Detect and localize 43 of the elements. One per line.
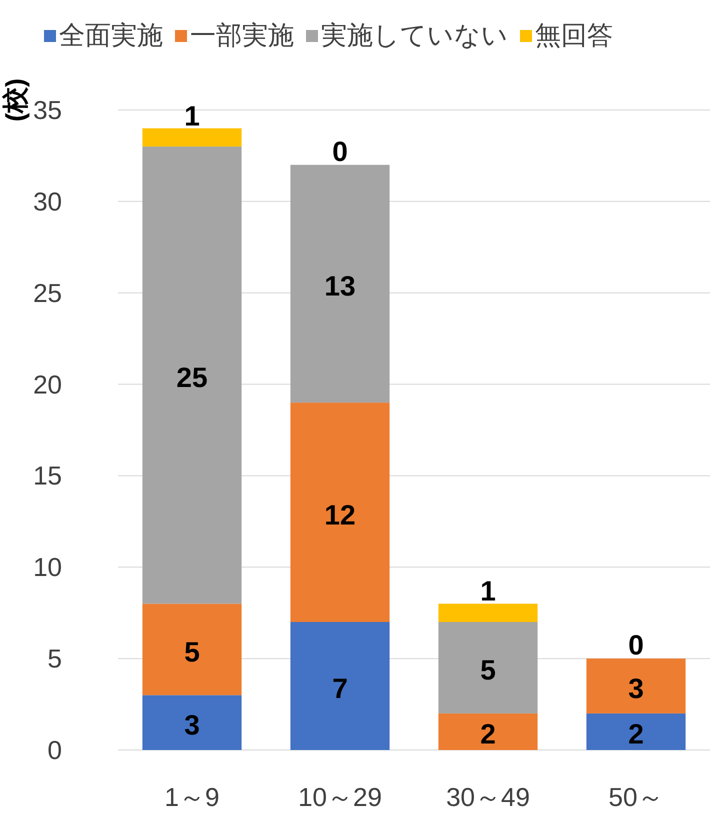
data-label: 7: [332, 673, 348, 704]
bar: [290, 402, 390, 622]
legend-label: 全面実施: [59, 20, 163, 50]
data-label: 1: [184, 100, 200, 132]
bar: [438, 604, 538, 622]
y-tick-label: 0: [48, 735, 62, 765]
bar: [290, 164, 390, 403]
data-label: 13: [324, 270, 356, 302]
data-label: 3: [628, 673, 644, 704]
bar: [586, 658, 686, 714]
y-axis-title: (校): [0, 78, 30, 122]
data-label: 0: [332, 136, 348, 167]
bar: [438, 622, 538, 714]
y-tick-label: 10: [33, 552, 62, 582]
data-label: 5: [184, 636, 200, 668]
bar: [586, 713, 686, 750]
data-label: 3: [184, 710, 200, 741]
x-tick-label: 10～29: [298, 782, 382, 812]
legend-label: 実施していない: [321, 20, 508, 50]
x-tick-label: 1～9: [164, 782, 220, 812]
bar: [142, 128, 242, 147]
data-label: 5: [480, 654, 496, 686]
bar: [142, 604, 242, 696]
bar: [142, 146, 242, 604]
y-tick-label: 35: [33, 95, 62, 125]
y-tick-label: 5: [48, 644, 62, 674]
data-label: 1: [480, 576, 496, 607]
data-label: 2: [628, 718, 644, 750]
y-tick-label: 15: [33, 460, 62, 491]
bar: [438, 713, 538, 750]
data-label: 2: [480, 718, 496, 750]
y-tick-label: 25: [33, 278, 62, 308]
y-tick-label: 20: [33, 369, 62, 400]
legend-label: 一部実施: [190, 20, 294, 50]
legend-label: 無回答: [535, 20, 613, 50]
x-tick-label: 30～49: [446, 782, 530, 812]
bar: [142, 695, 242, 750]
data-label: 12: [324, 499, 356, 530]
bar: [290, 622, 390, 750]
y-tick-label: 30: [33, 186, 62, 216]
data-label: 0: [628, 630, 644, 661]
data-label: 25: [176, 362, 208, 394]
x-tick-label: 50～: [608, 782, 664, 812]
